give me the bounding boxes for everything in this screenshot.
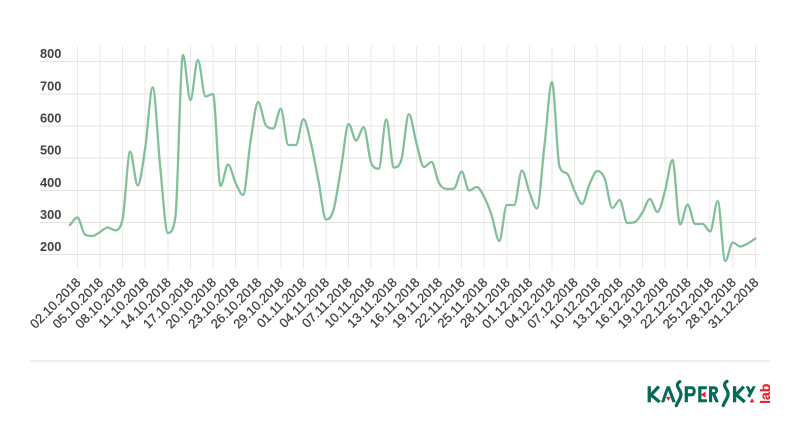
svg-text:300: 300 — [40, 207, 61, 222]
svg-text:500: 500 — [40, 143, 61, 158]
svg-text:lab: lab — [757, 384, 773, 404]
svg-text:700: 700 — [40, 78, 61, 93]
svg-text:200: 200 — [40, 239, 61, 254]
svg-text:800: 800 — [40, 46, 61, 61]
svg-text:400: 400 — [40, 175, 61, 190]
svg-text:600: 600 — [40, 111, 61, 126]
